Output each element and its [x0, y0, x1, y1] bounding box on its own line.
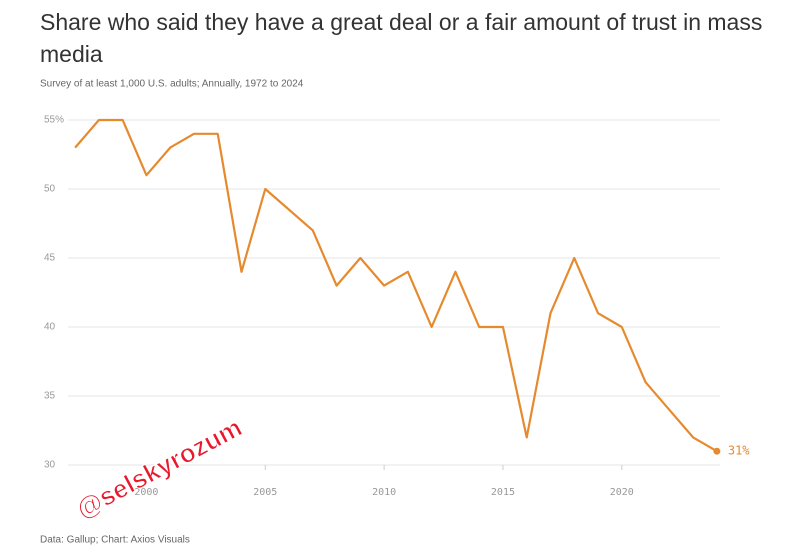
- x-tick-label: 2000: [134, 487, 158, 498]
- y-tick-label: 45: [44, 253, 56, 264]
- chart-title: Share who said they have a great deal or…: [40, 9, 763, 67]
- end-point: [713, 447, 721, 455]
- source: Data: Gallup; Chart: Axios Visuals: [40, 535, 190, 546]
- x-tick-label: 2010: [372, 487, 396, 498]
- x-tick-label: 2015: [491, 487, 515, 498]
- y-tick-label: 35: [44, 391, 56, 402]
- y-tick-label: 40: [44, 322, 56, 333]
- x-tick-label: 2005: [253, 487, 277, 498]
- y-tick-label: 30: [44, 460, 56, 471]
- data-line: [74, 118, 718, 453]
- watermark: @selskyrozum: [71, 412, 247, 524]
- chart-subtitle: Survey of at least 1,000 U.S. adults; An…: [40, 79, 304, 90]
- value-label: 31%: [728, 444, 750, 458]
- y-tick-label: 50: [44, 184, 56, 195]
- y-tick-label: 55%: [44, 115, 64, 126]
- x-tick-label: 2020: [610, 487, 634, 498]
